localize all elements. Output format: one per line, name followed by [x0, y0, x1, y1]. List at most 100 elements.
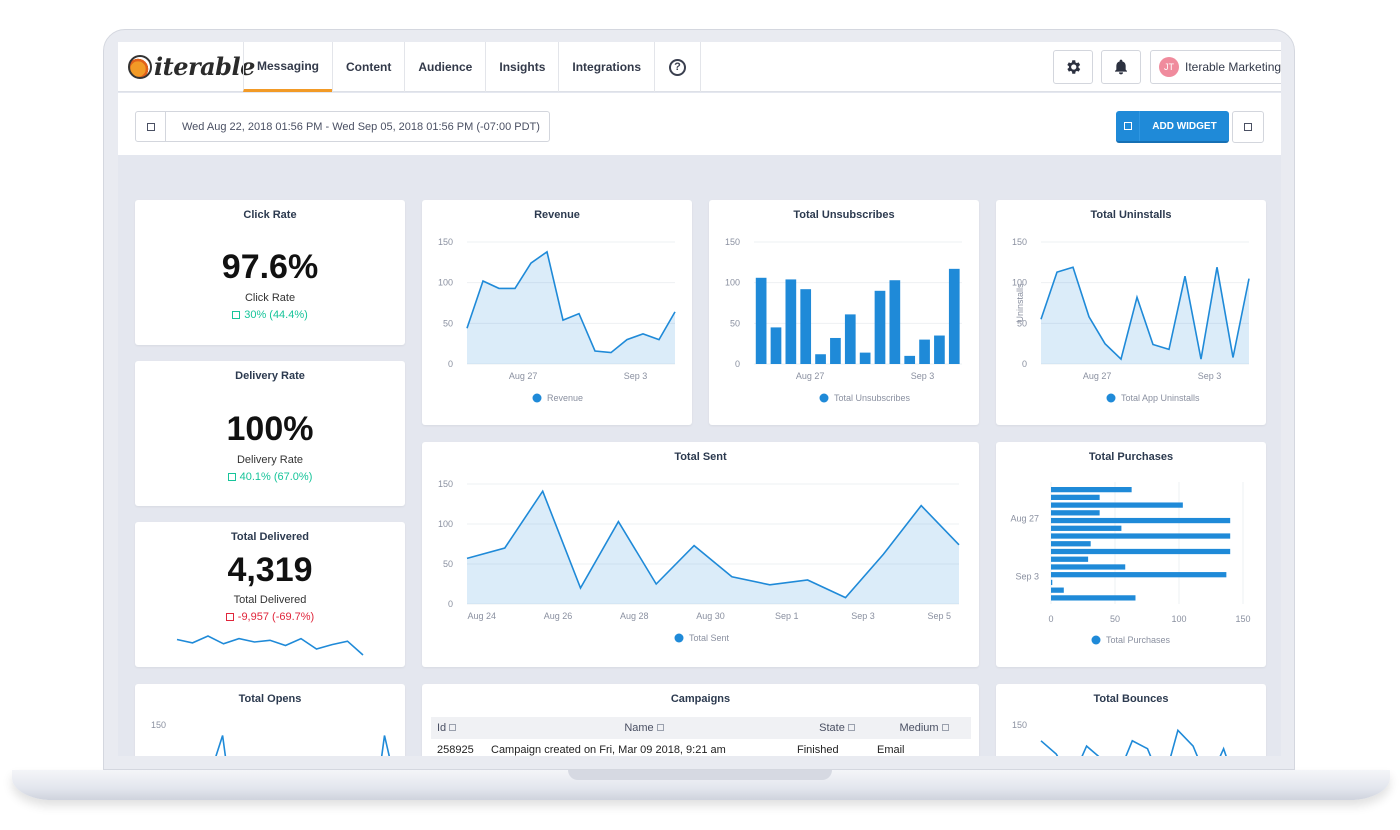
options-icon: [1244, 123, 1252, 131]
date-range-picker[interactable]: Wed Aug 22, 2018 01:56 PM - Wed Sep 05, …: [135, 111, 550, 142]
x-tick-label: Aug 27: [509, 371, 538, 381]
brand-name: iterable: [154, 52, 255, 81]
bar: [830, 337, 841, 364]
x-tick-label: 50: [1110, 614, 1120, 624]
y-tick-label: 0: [448, 359, 453, 369]
tab-audience[interactable]: Audience: [404, 42, 485, 92]
total-sent-card[interactable]: Total Sent 0 50 100 150 Aug 24 Aug 26 Aug 28 Au…: [422, 442, 979, 667]
y-tick-label: Aug 27: [1010, 513, 1039, 523]
card-title: Total Delivered: [230, 531, 310, 543]
legend-label: Total Unsubscribes: [834, 393, 911, 403]
bar: [874, 290, 886, 364]
metric-change: -9,957 (-69.7%): [135, 611, 405, 623]
legend-marker: [1106, 393, 1116, 403]
column-header-name[interactable]: Name: [491, 722, 797, 734]
column-header-medium[interactable]: Medium: [877, 722, 971, 734]
area-fill: [467, 251, 675, 364]
tab-content[interactable]: Content: [332, 42, 404, 92]
bar: [755, 277, 767, 364]
bar: [1051, 487, 1132, 493]
table-row[interactable]: 258925 Campaign created on Fri, Mar 09 2…: [431, 739, 971, 756]
add-widget-button[interactable]: ADD WIDGET: [1116, 111, 1229, 143]
metric-value: 97.6%: [221, 248, 319, 286]
card-title: Total Purchases: [1088, 451, 1174, 463]
x-tick-label: Sep 3: [624, 371, 648, 381]
trend-up-icon: [227, 473, 236, 481]
total-opens-card[interactable]: Total Opens 150: [135, 684, 405, 756]
trend-down-icon: [225, 613, 234, 621]
card-title: Revenue: [534, 209, 580, 221]
legend-marker: [1091, 635, 1101, 645]
y-tick-label: 150: [151, 720, 166, 730]
unsubscribes-chart: 0 50 100 150 Aug 27 Sep 3 Total Unsubscribes: [725, 237, 962, 403]
avatar: JT: [1159, 57, 1179, 77]
card-title: Click Rate: [243, 209, 297, 221]
card-title: Campaigns: [670, 693, 731, 705]
cell-name: Campaign created on Fri, Mar 09 2018, 9:…: [491, 744, 726, 756]
bar: [1051, 548, 1231, 555]
top-navigation: iterable Messaging Content Audience Insi…: [118, 42, 1281, 92]
sort-icon: [656, 724, 664, 731]
purchases-card[interactable]: Total Purchases 0 50 100 150 Aug 27 Sep 3 Tota…: [996, 442, 1266, 667]
series-line: [466, 250, 676, 354]
y-tick-label: 0: [448, 599, 453, 609]
laptop-notch: [568, 770, 832, 780]
revenue-chart: 0 50 100 150 Aug 27 Sep 3 Revenue: [438, 237, 676, 403]
iterable-logo[interactable]: iterable: [128, 52, 255, 81]
campaigns-card[interactable]: Campaigns Id Name State Medium 258925 Ca…: [422, 684, 979, 756]
sort-icon: [449, 724, 457, 731]
bar: [1051, 579, 1053, 586]
x-tick-label: Sep 3: [911, 371, 935, 381]
card-title: Total Unsubscribes: [793, 209, 895, 221]
calendar-icon: [136, 112, 166, 141]
app-screen: iterable Messaging Content Audience Insi…: [118, 42, 1281, 756]
series-line: [176, 635, 364, 656]
sort-icon: [847, 724, 855, 731]
uninstalls-card[interactable]: Total Uninstalls 0 50 100 150 Aug 27 Sep 3 Tot…: [996, 200, 1266, 425]
unsubscribes-card[interactable]: Total Unsubscribes 0 50 100 150 Aug 27 Sep 3 T…: [709, 200, 979, 425]
settings-button[interactable]: [1053, 50, 1093, 84]
bar: [1051, 533, 1231, 539]
bar: [1051, 494, 1100, 500]
metric-change: 40.1% (67.0%): [135, 471, 405, 483]
x-tick-label: Aug 27: [796, 371, 825, 381]
legend-label: Revenue: [547, 393, 583, 403]
purchases-chart: 0 50 100 150 Aug 27 Sep 3 Total Purchases: [1010, 482, 1251, 645]
bar: [1051, 572, 1227, 578]
tab-messaging[interactable]: Messaging: [243, 42, 333, 92]
metric-label: Total Delivered: [233, 594, 307, 606]
help-icon: ?: [669, 58, 687, 76]
bar: [948, 268, 960, 364]
x-tick-label: Sep 1: [775, 611, 799, 621]
bounces-chart: 150: [1012, 720, 1227, 756]
bar: [889, 280, 901, 364]
dashboard-options-button[interactable]: [1232, 111, 1264, 143]
y-tick-label: 50: [443, 318, 453, 328]
card-title: Delivery Rate: [235, 370, 305, 382]
tab-integrations[interactable]: Integrations: [558, 42, 654, 92]
bar: [904, 355, 916, 364]
revenue-card[interactable]: Revenue 0 50 100 150 Aug 27 Sep 3 Revenue: [422, 200, 692, 425]
bar: [1051, 510, 1100, 516]
column-header-state[interactable]: State: [797, 722, 877, 734]
y-tick-label: 0: [735, 359, 740, 369]
click-rate-card[interactable]: Click Rate 97.6% Click Rate 30% (44.4%): [135, 200, 405, 345]
logo-icon: [128, 54, 152, 79]
help-button[interactable]: ?: [654, 42, 702, 92]
trend-up-icon: [232, 311, 241, 319]
legend-marker: [532, 393, 542, 403]
delivery-rate-card[interactable]: Delivery Rate 100% Delivery Rate 40.1% (…: [135, 361, 405, 506]
area-fill: [467, 491, 959, 604]
legend-label: Total App Uninstalls: [1121, 393, 1200, 403]
bar: [934, 335, 945, 364]
total-bounces-card[interactable]: Total Bounces 150: [996, 684, 1266, 756]
notifications-button[interactable]: [1101, 50, 1141, 84]
metric-change-text: -9,957 (-69.7%): [237, 611, 315, 623]
user-menu-button[interactable]: JT Iterable Marketing: [1150, 50, 1281, 84]
column-header-id[interactable]: Id: [431, 722, 491, 734]
y-tick-label: 150: [1012, 237, 1027, 247]
total-delivered-card[interactable]: Total Delivered 4,319 Total Delivered -9…: [135, 522, 405, 667]
tab-insights[interactable]: Insights: [485, 42, 558, 92]
x-tick-label: 100: [1171, 614, 1186, 624]
bar: [1051, 556, 1089, 562]
